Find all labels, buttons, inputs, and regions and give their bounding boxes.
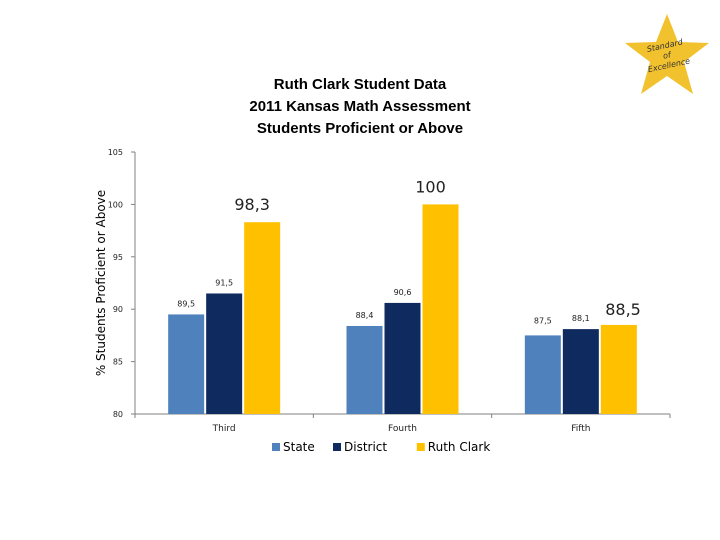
bar-state — [524, 335, 561, 414]
legend-label: District — [344, 440, 387, 454]
legend-swatch — [333, 443, 341, 451]
legend-label: Ruth Clark — [428, 440, 491, 454]
bar-state — [346, 325, 383, 414]
chart-title-line-3: Students Proficient or Above — [256, 120, 464, 137]
data-label: 90,6 — [394, 288, 412, 297]
bar-district — [206, 293, 243, 414]
legend-label: State — [283, 440, 315, 454]
x-tick-label: Third — [212, 424, 236, 434]
data-label: 88,4 — [356, 311, 374, 320]
y-tick-label: 80 — [113, 410, 123, 419]
data-label: 98,3 — [234, 195, 270, 214]
bar-state — [168, 314, 205, 414]
data-label: 100 — [415, 177, 446, 196]
data-label: 88,5 — [605, 300, 641, 319]
bar-ruth-clark — [422, 204, 459, 414]
bar-ruth-clark — [244, 222, 281, 414]
y-tick-label: 95 — [113, 253, 123, 262]
data-label: 91,5 — [215, 278, 233, 287]
bar-district — [384, 302, 421, 414]
x-tick-label: Fourth — [388, 424, 417, 434]
y-axis-title: % Students Proficient or Above — [94, 190, 108, 376]
data-label: 89,5 — [177, 299, 195, 308]
bar-ruth-clark — [600, 324, 637, 414]
data-label: 88,1 — [572, 314, 590, 323]
badge-text-2: of — [662, 50, 673, 61]
x-tick-label: Fifth — [571, 424, 590, 434]
y-tick-label: 105 — [108, 148, 123, 157]
chart-title-line-2: 2011 Kansas Math Assessment — [249, 98, 471, 115]
standard-of-excellence-star-icon: Standard of Excellence — [625, 14, 709, 94]
legend-swatch — [272, 443, 280, 451]
y-tick-label: 85 — [113, 358, 123, 367]
y-tick-label: 90 — [113, 305, 123, 314]
y-tick-label: 100 — [108, 200, 123, 209]
legend-swatch — [416, 443, 425, 451]
chart-title-line-1: Ruth Clark Student Data — [273, 76, 447, 93]
bar-district — [562, 329, 599, 414]
data-label: 87,5 — [534, 316, 552, 325]
